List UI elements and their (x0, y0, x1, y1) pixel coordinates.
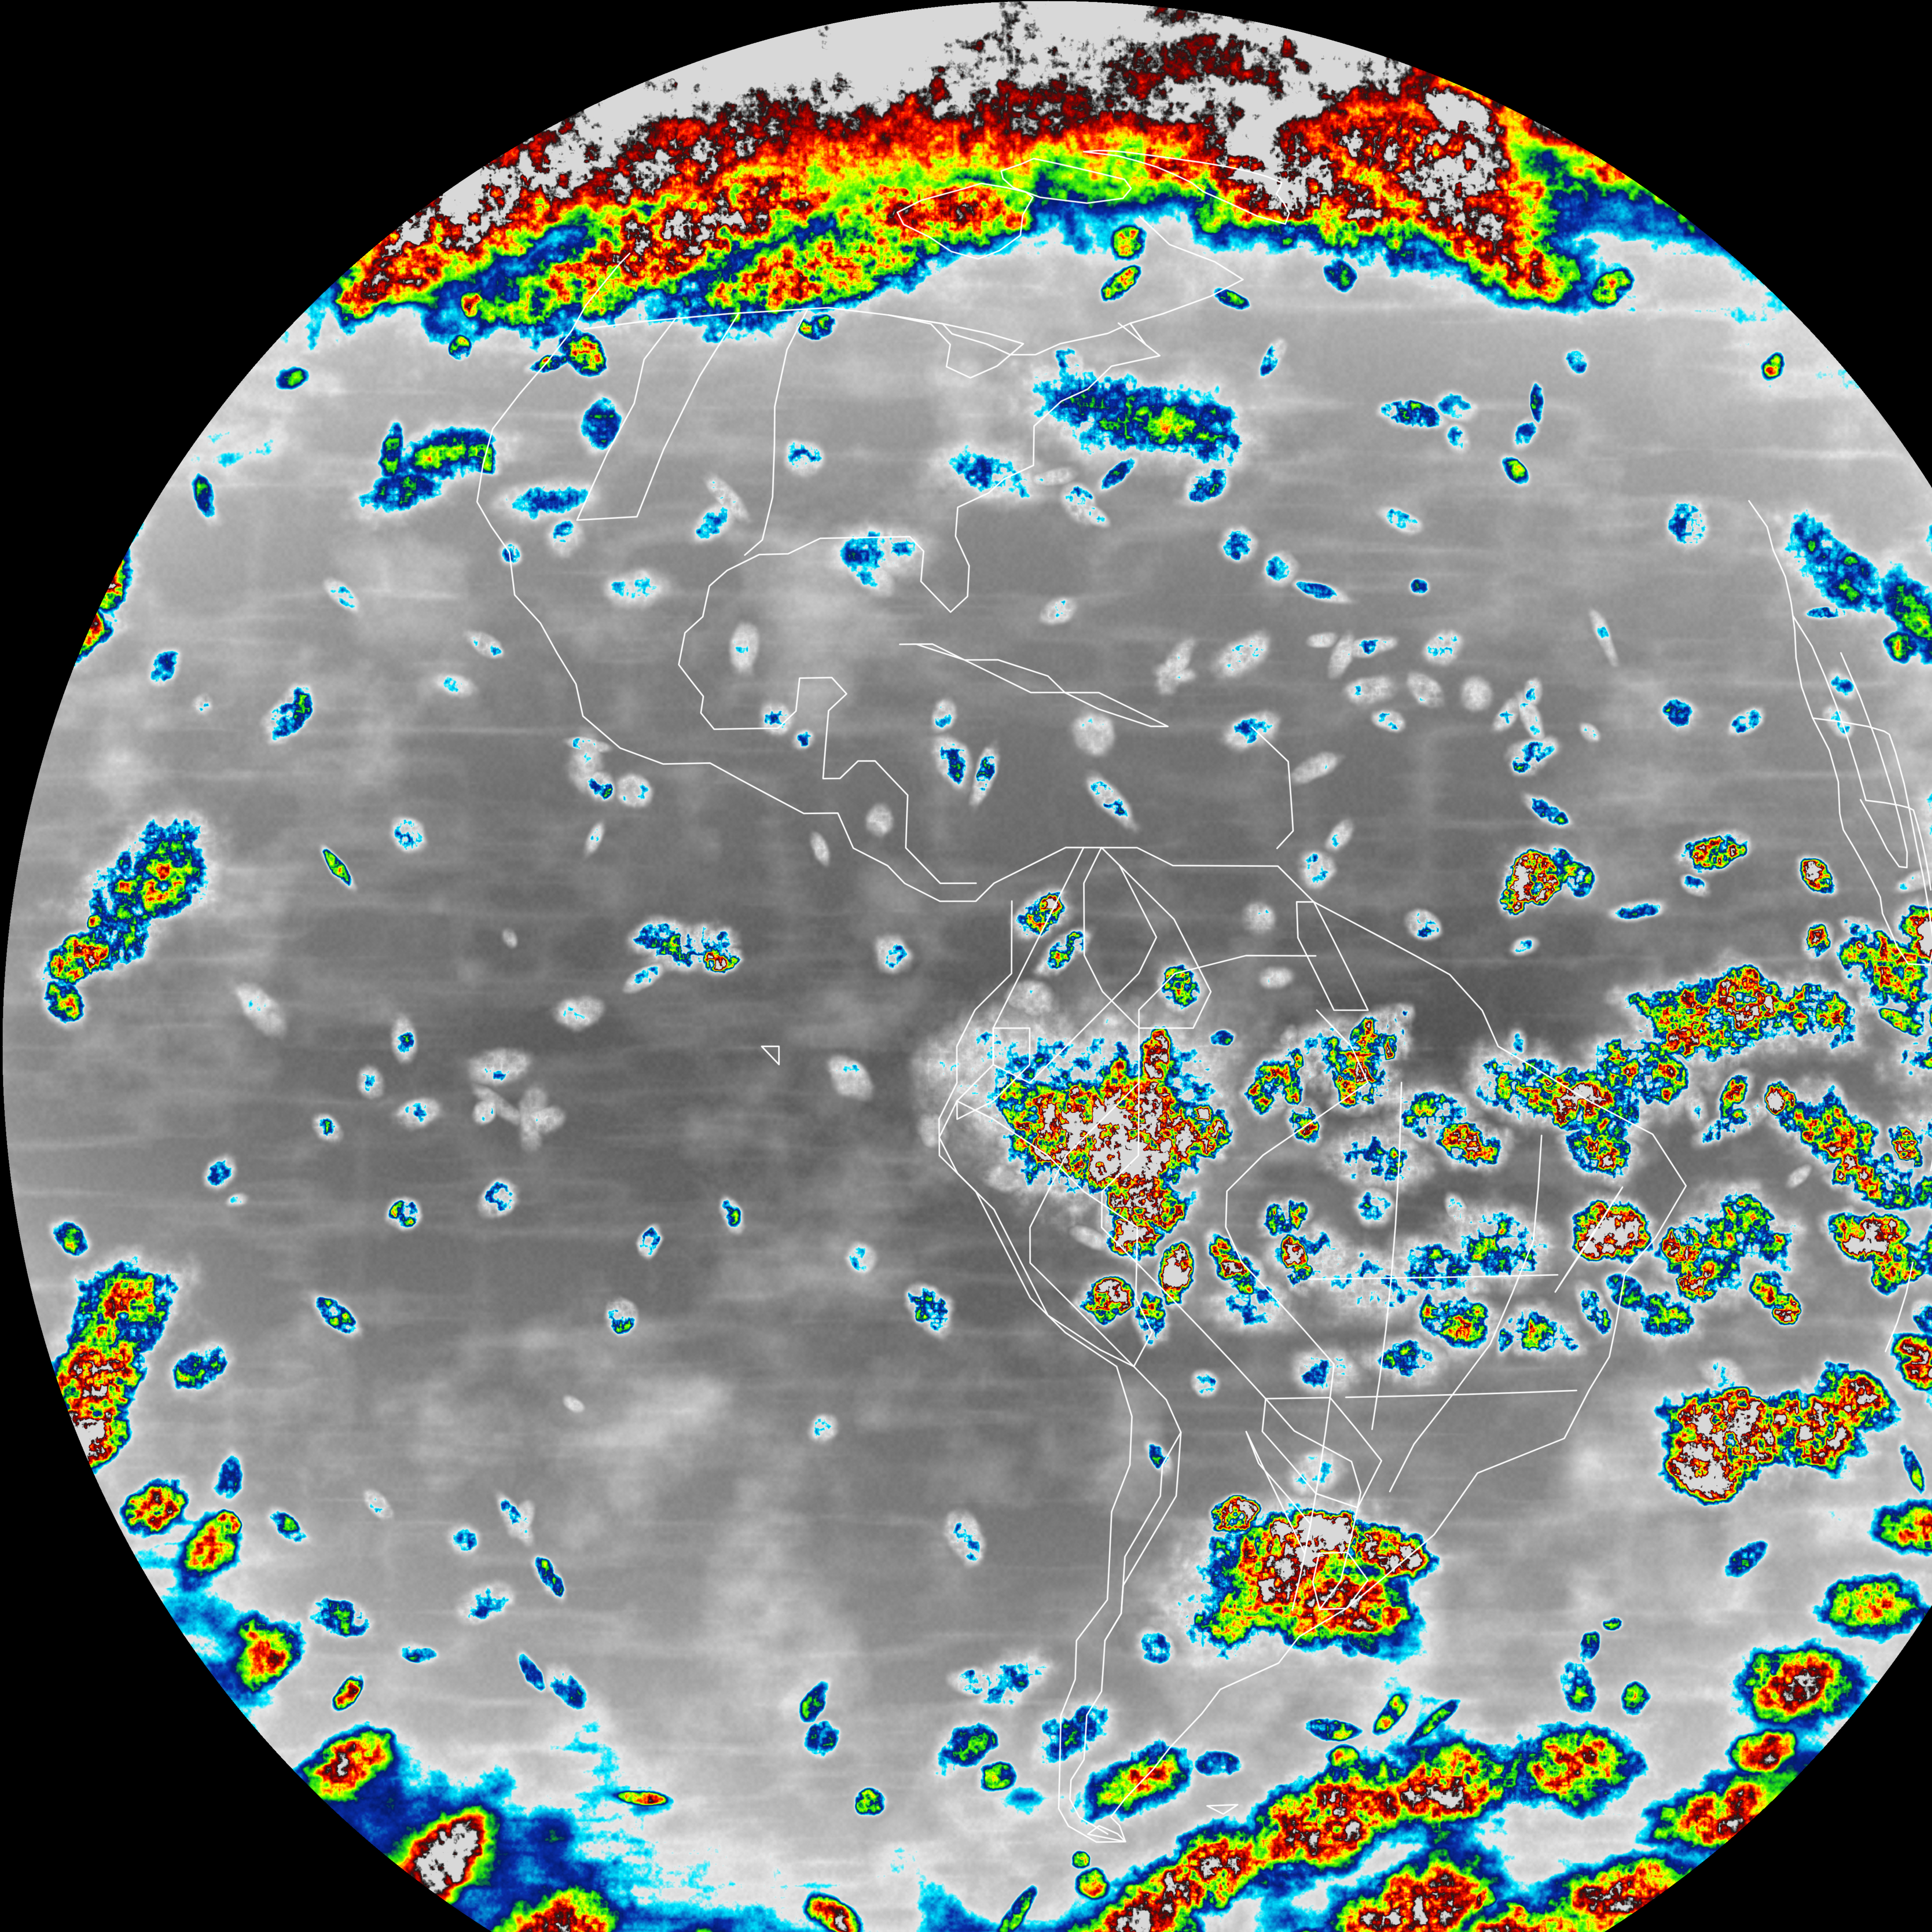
infrared-satellite-canvas (0, 0, 1932, 1932)
satellite-image-viewport: GOES-East Full Disk Infrared (Band 13) E… (0, 0, 1932, 1932)
earth-full-disk (0, 0, 1932, 1932)
